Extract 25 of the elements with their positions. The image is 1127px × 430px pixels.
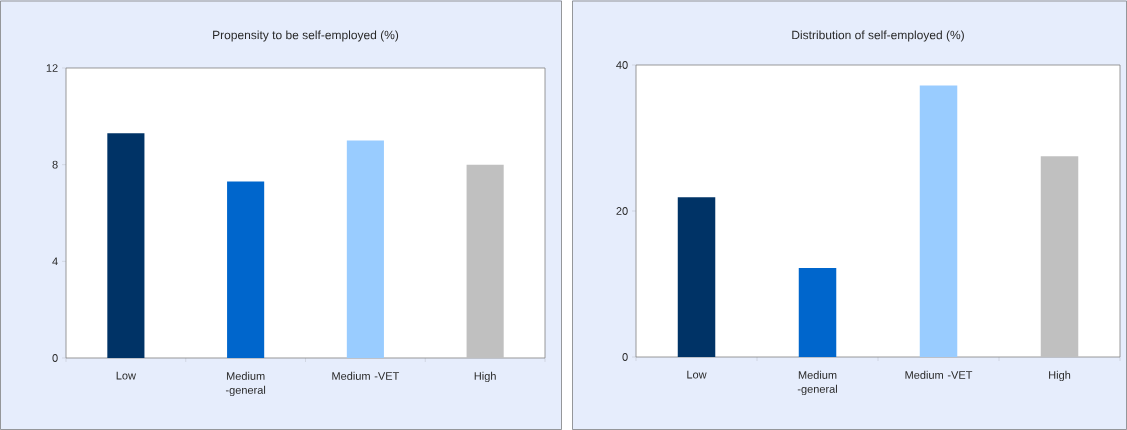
y-tick-label: 20	[616, 207, 628, 215]
chart-title: Distribution of self-employed (%)	[792, 30, 964, 42]
y-tick-label: 0	[622, 353, 628, 361]
x-tick-label: Low	[116, 371, 136, 380]
y-tick-label: 4	[52, 257, 58, 266]
y-tick-label: 8	[52, 160, 58, 169]
y-tick-label: 12	[46, 64, 58, 72]
x-tick-label: Medium -VET	[332, 371, 400, 380]
y-tick-label: 0	[52, 354, 58, 362]
bar	[1040, 156, 1079, 357]
bar	[346, 140, 384, 358]
x-tick-label: Low	[687, 370, 707, 379]
x-tick-label: Medium -VET	[905, 370, 973, 379]
chart-title: Propensity to be self-employed (%)	[213, 30, 399, 42]
bar	[677, 197, 716, 357]
bar	[227, 181, 265, 358]
y-tick-label: 40	[616, 61, 628, 69]
x-tick-label: Medium -general	[797, 370, 837, 396]
x-tick-label: High	[1049, 370, 1071, 382]
bar	[798, 267, 837, 357]
bar	[466, 164, 504, 358]
bar	[919, 85, 958, 357]
bar	[107, 133, 145, 358]
x-tick-label: Medium -general	[225, 371, 266, 397]
x-tick-label: High	[474, 371, 496, 383]
